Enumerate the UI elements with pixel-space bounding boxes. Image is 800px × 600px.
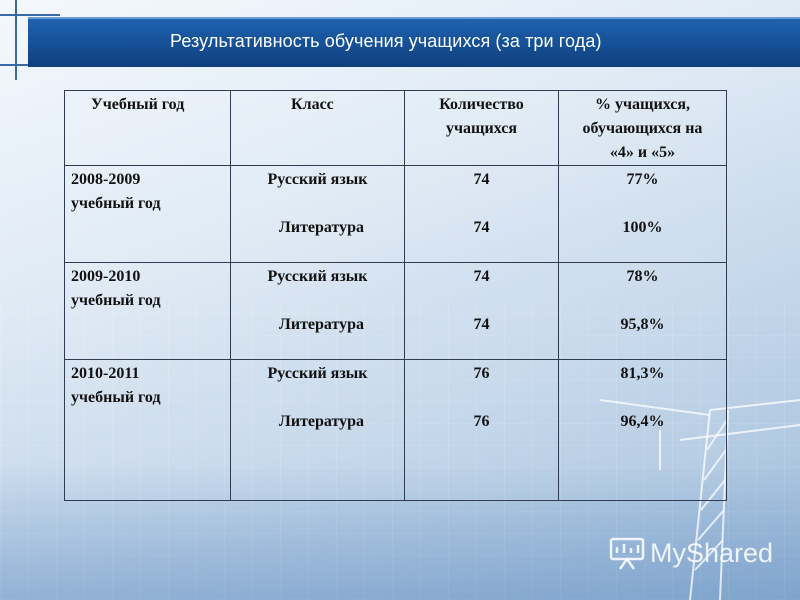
header-count-line1: Количество xyxy=(439,96,524,113)
percent-cell: 77% 100% xyxy=(558,165,727,263)
count-cell: 76 76 xyxy=(404,359,559,501)
year-range: 2008-2009 xyxy=(71,171,141,188)
corner-line-vertical xyxy=(15,0,17,80)
year-suffix: учебный год xyxy=(71,389,161,406)
title-bar: Результативность обучения учащихся (за т… xyxy=(28,17,800,67)
percent-cell: 81,3% 96,4% xyxy=(558,359,727,501)
percent-value: 78% xyxy=(626,268,659,285)
percent-value: 81,3% xyxy=(620,365,665,382)
subject-cell: Русский язык Литература xyxy=(230,262,405,360)
year-cell: 2008-2009 учебный год xyxy=(64,165,231,263)
table-row: 2008-2009 учебный год Русский язык Литер… xyxy=(64,165,727,263)
header-class-label: Класс xyxy=(291,96,334,113)
results-table: Учебный год Класс Количество учащихся % … xyxy=(64,90,727,501)
presentation-board-icon xyxy=(609,537,645,570)
subject-name: Литература xyxy=(278,413,365,430)
header-count-line2: учащихся xyxy=(445,120,518,137)
year-cell: 2009-2010 учебный год xyxy=(64,262,231,360)
student-count: 76 xyxy=(473,413,490,430)
percent-value: 77% xyxy=(626,171,659,188)
percent-value: 95,8% xyxy=(620,316,665,333)
count-cell: 74 74 xyxy=(404,262,559,360)
subject-cell: Русский язык Литература xyxy=(230,359,405,501)
subject-name: Русский язык xyxy=(267,365,368,382)
table-row: 2010-2011 учебный год Русский язык Литер… xyxy=(64,359,727,501)
student-count: 74 xyxy=(473,268,490,285)
year-suffix: учебный год xyxy=(71,195,161,212)
subject-cell: Русский язык Литература xyxy=(230,165,405,263)
table-header-row: Учебный год Класс Количество учащихся % … xyxy=(64,90,727,166)
student-count: 74 xyxy=(473,219,490,236)
count-cell: 74 74 xyxy=(404,165,559,263)
header-percent-line1: % учащихся, xyxy=(594,96,691,113)
percent-value: 100% xyxy=(622,219,663,236)
header-year: Учебный год xyxy=(64,90,231,166)
year-suffix: учебный год xyxy=(71,292,161,309)
header-year-label: Учебный год xyxy=(91,96,185,113)
header-percent-line3: «4» и «5» xyxy=(609,144,676,161)
table-row: 2009-2010 учебный год Русский язык Литер… xyxy=(64,262,727,360)
percent-cell: 78% 95,8% xyxy=(558,262,727,360)
student-count: 74 xyxy=(473,316,490,333)
corner-line-horizontal xyxy=(0,14,60,16)
slide-title: Результативность обучения учащихся (за т… xyxy=(170,31,602,51)
percent-value: 96,4% xyxy=(620,413,665,430)
subject-name: Литература xyxy=(278,219,365,236)
corner-line-horizontal-lower xyxy=(0,64,38,66)
header-class: Класс xyxy=(230,90,405,166)
student-count: 76 xyxy=(473,365,490,382)
watermark: MyShared xyxy=(608,535,773,571)
watermark-text: MyShared xyxy=(650,537,774,568)
year-cell: 2010-2011 учебный год xyxy=(64,359,231,501)
year-range: 2010-2011 xyxy=(71,365,140,382)
header-percent-line2: обучающихся на xyxy=(582,120,703,137)
header-percent: % учащихся, обучающихся на «4» и «5» xyxy=(558,90,727,166)
student-count: 74 xyxy=(473,171,490,188)
year-range: 2009-2010 xyxy=(71,268,141,285)
subject-name: Литература xyxy=(278,316,365,333)
subject-name: Русский язык xyxy=(267,171,368,188)
header-count: Количество учащихся xyxy=(404,90,559,166)
subject-name: Русский язык xyxy=(267,268,368,285)
